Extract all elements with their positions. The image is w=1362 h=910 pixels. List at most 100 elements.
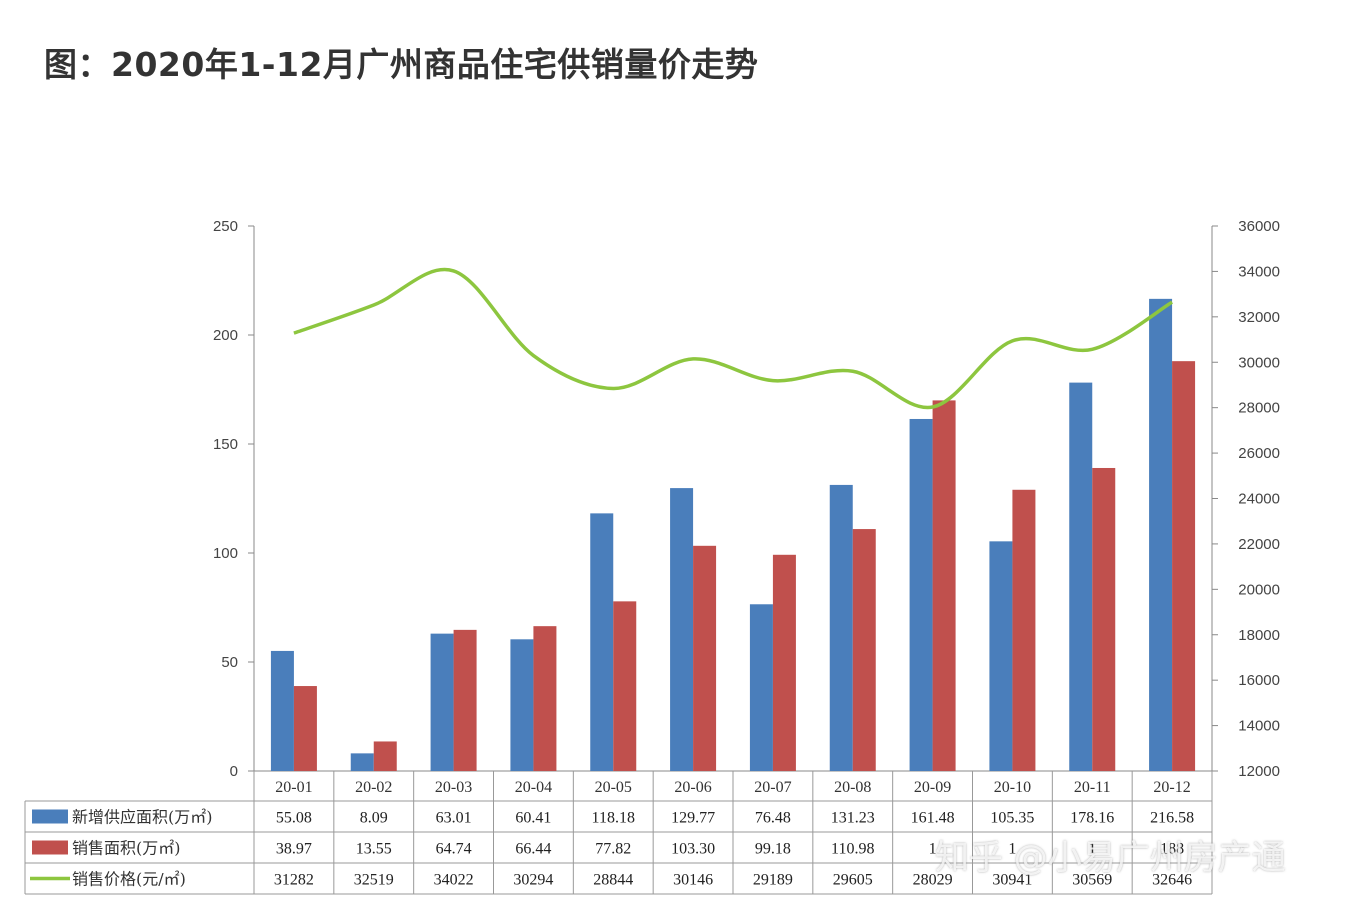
data-table: 20-01 20-02 20-03 20-04 20-05 20-06 20-07 20-08… [24, 771, 1213, 895]
category-label: 20-04 [515, 779, 552, 796]
supply-bar [510, 639, 534, 771]
supply-bar [829, 484, 853, 771]
supply-bar [1069, 382, 1093, 771]
supply-bar [350, 753, 374, 771]
table-cell-value: 30569 [1072, 872, 1112, 889]
y-left-tick-label: 100 [213, 545, 238, 562]
sales-bar [1172, 361, 1196, 771]
sales-bar [373, 741, 397, 771]
table-cell-value: 32519 [354, 872, 394, 889]
table-cell-value: 38.97 [276, 841, 312, 858]
sales-bar [533, 626, 557, 771]
supply-bar [270, 650, 294, 771]
category-label: 20-12 [1153, 779, 1190, 796]
sales-bar [932, 400, 956, 771]
table-cell-value: 77.82 [595, 841, 631, 858]
table-cell-value: 103.30 [671, 841, 715, 858]
sales-bar [1092, 467, 1116, 771]
supply-bar [909, 418, 933, 771]
table-cell-value: 29605 [833, 872, 873, 889]
table-cell-value: 216.58 [1150, 810, 1194, 827]
table-cell-value: 188 [1160, 841, 1184, 858]
y-right-tick-label: 14000 [1238, 718, 1280, 735]
table-cell-value: 129.77 [671, 810, 715, 827]
table-cell-value: 1 [1008, 841, 1016, 858]
table-cell-value: 30294 [513, 872, 553, 889]
table-cell-value: 34022 [434, 872, 474, 889]
y-right-tick-label: 20000 [1238, 581, 1280, 598]
category-label: 20-05 [595, 779, 632, 796]
table-cell-value: 110.98 [831, 841, 874, 858]
sales-bar [613, 601, 637, 771]
sales-bar [772, 554, 796, 771]
y-left-tick-label: 200 [213, 327, 238, 344]
table-cell-value: 30941 [992, 872, 1032, 889]
table-cell-value: 60.41 [515, 810, 551, 827]
supply-bar [1149, 298, 1173, 771]
y-right-tick-label: 22000 [1238, 536, 1280, 553]
category-label: 20-07 [754, 779, 791, 796]
table-cell-value: 131.23 [831, 810, 875, 827]
table-cell-value: 66.44 [515, 841, 551, 858]
y-left-tick-label: 150 [213, 436, 238, 453]
price-line-layer [293, 267, 1173, 410]
category-label: 20-10 [994, 779, 1031, 796]
chart-axes: 0 50 100 150 200 250 12000 14000 16000 18000 20000… [213, 218, 1280, 780]
table-cell-value: 32646 [1152, 872, 1192, 889]
category-label: 20-03 [435, 779, 472, 796]
y-right-tick-label: 32000 [1238, 309, 1280, 326]
table-cell-value: 105.35 [990, 810, 1034, 827]
table-cell-value: 63.01 [436, 810, 472, 827]
y-right-tick-label: 30000 [1238, 354, 1280, 371]
table-cell-value: 30146 [673, 872, 713, 889]
table-cell-value: 99.18 [755, 841, 791, 858]
category-label: 20-11 [1074, 779, 1111, 796]
table-cell-value: 55.08 [276, 810, 312, 827]
table-cell-value: 8.09 [360, 810, 388, 827]
table-cell-value: 13.55 [356, 841, 392, 858]
category-label: 20-02 [355, 779, 392, 796]
legend-key-sales [32, 840, 68, 855]
sales-bar [693, 545, 717, 771]
y-right-tick-label: 34000 [1238, 263, 1280, 280]
y-right-tick-label: 28000 [1238, 400, 1280, 417]
supply-bar [430, 633, 454, 771]
category-label: 20-06 [674, 779, 711, 796]
table-cell-value: 1 [1088, 841, 1096, 858]
legend-key-supply [32, 809, 68, 824]
price-line [293, 267, 1173, 410]
series-name: 销售面积(万㎡) [72, 839, 181, 858]
y-right-tick-label: 16000 [1238, 672, 1280, 689]
table-cell-value: 178.16 [1070, 810, 1114, 827]
supply-bar [590, 513, 614, 771]
y-right-tick-label: 18000 [1238, 627, 1280, 644]
table-cell-value: 29189 [753, 872, 793, 889]
table-cell-value: 118.18 [592, 810, 635, 827]
series-name: 销售价格(元/㎡) [72, 870, 186, 889]
y-right-tick-label: 26000 [1238, 445, 1280, 462]
table-cell-value: 161.48 [911, 810, 955, 827]
sales-bar [1012, 489, 1036, 771]
y-left-tick-label: 0 [230, 763, 238, 780]
y-left-tick-label: 50 [221, 654, 238, 671]
table-cell-value: 64.74 [436, 841, 472, 858]
table-cell-value: 28844 [593, 872, 633, 889]
category-label: 20-09 [914, 779, 951, 796]
sales-bar [852, 529, 876, 771]
chart-title: 图：2020年1-12月广州商品住宅供销量价走势 [44, 45, 759, 84]
chart-bars [270, 298, 1196, 771]
category-label: 20-08 [834, 779, 871, 796]
y-right-tick-label: 36000 [1238, 218, 1280, 235]
y-left-tick-label: 250 [213, 218, 238, 235]
category-label: 20-01 [275, 779, 312, 796]
table-cell-value: 28029 [913, 872, 953, 889]
supply-bar [989, 541, 1013, 771]
y-right-tick-label: 24000 [1238, 491, 1280, 508]
supply-bar [670, 488, 694, 771]
sales-bar [453, 629, 477, 771]
supply-bar [749, 604, 773, 771]
watermark: 知乎 @小易广州房产通 [935, 838, 1286, 878]
table-cell-value: 31282 [274, 872, 314, 889]
table-cell-value: 76.48 [755, 810, 791, 827]
